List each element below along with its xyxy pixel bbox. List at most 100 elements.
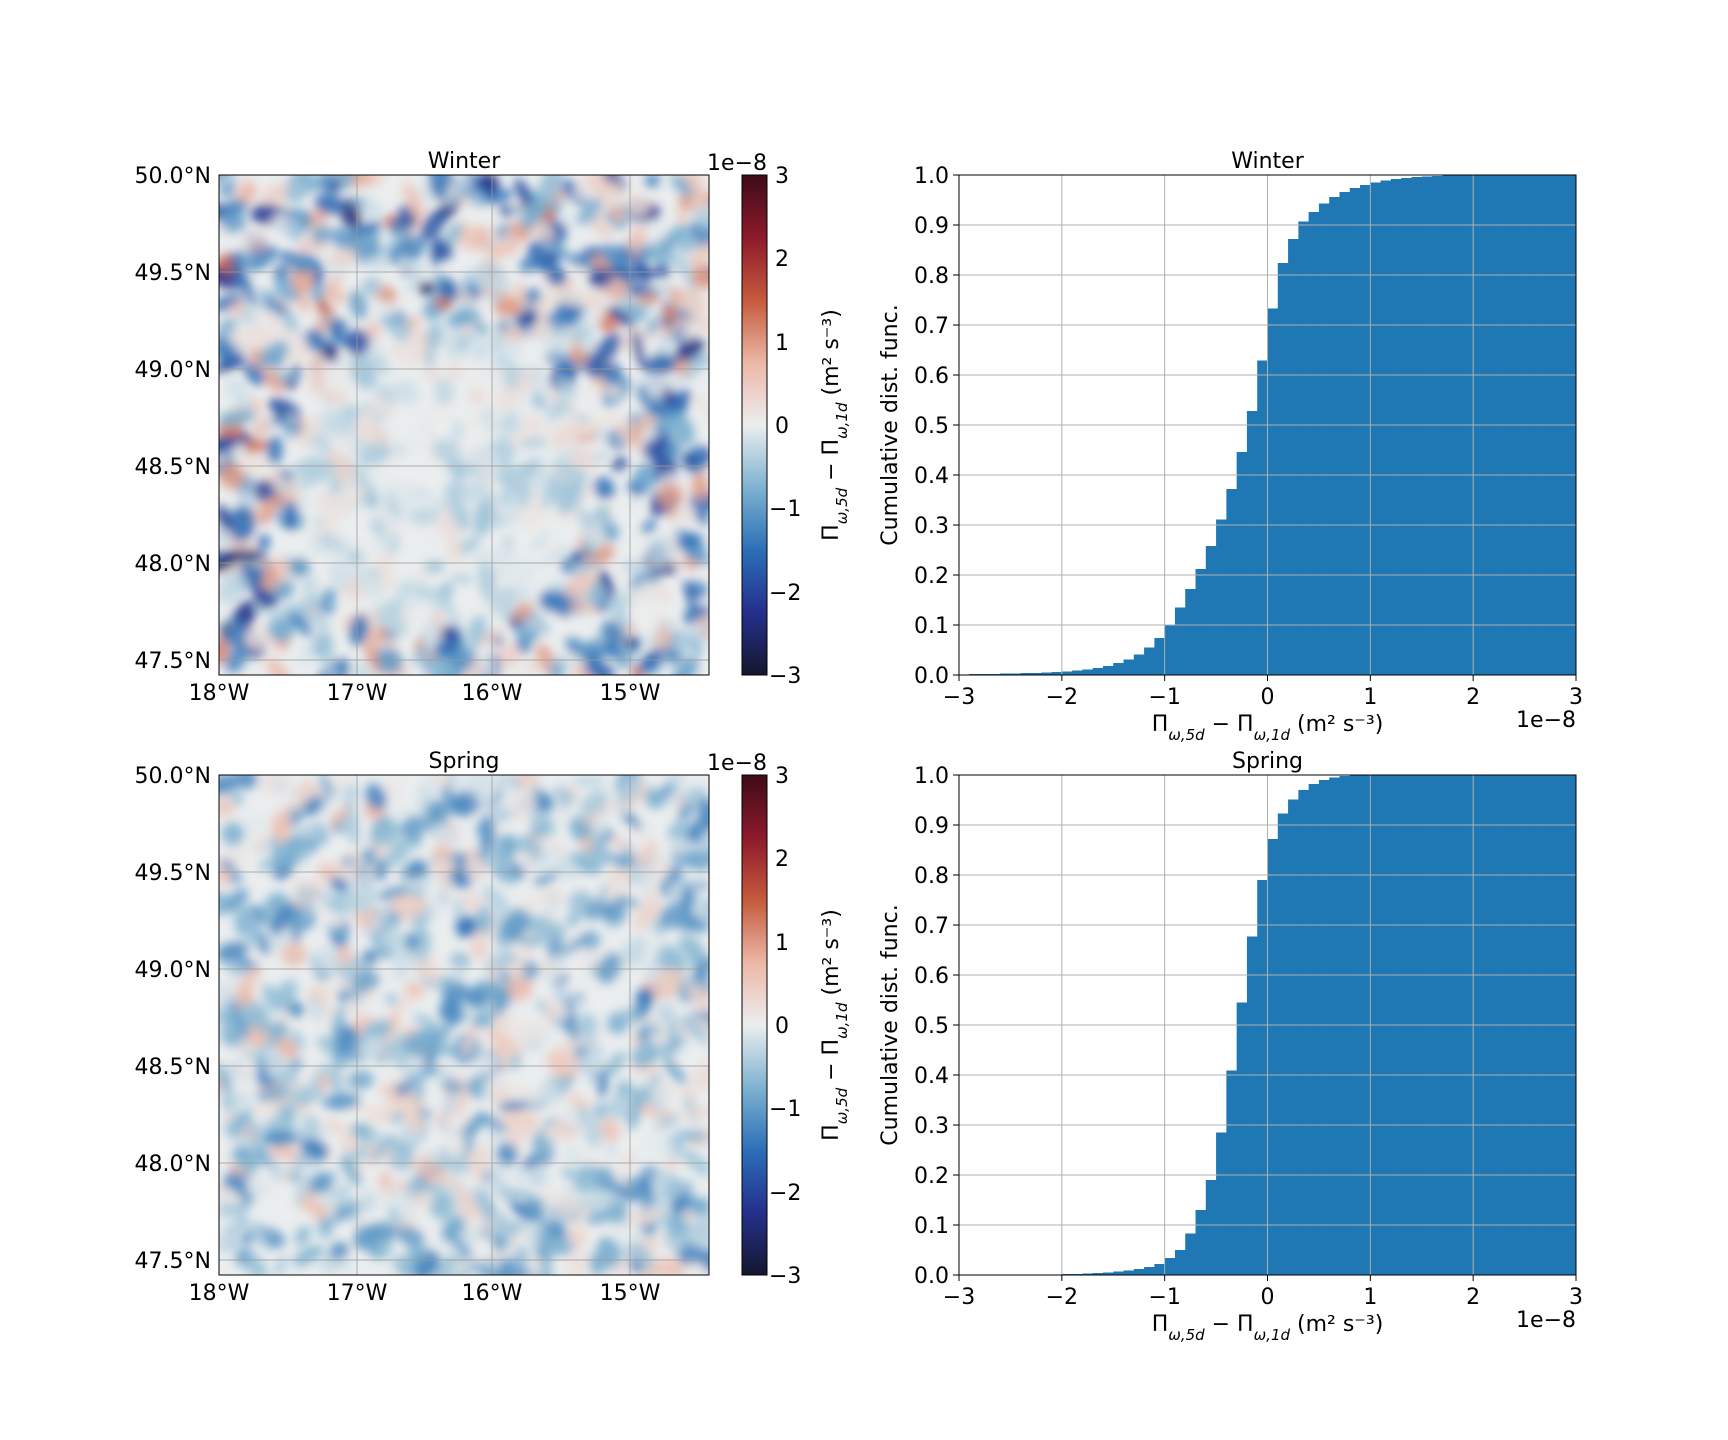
field-cell [255, 1096, 273, 1120]
field-cell [486, 242, 520, 258]
field-cell [640, 582, 672, 604]
field-cell [252, 417, 270, 439]
field-cell [379, 923, 400, 951]
field-cell [600, 899, 627, 924]
field-cell [572, 996, 587, 1011]
field-cell [662, 1057, 687, 1085]
field-cell [606, 595, 630, 630]
field-cell [286, 317, 299, 332]
field-cell [691, 1064, 709, 1090]
field-cell [546, 1049, 578, 1079]
field-cell [515, 372, 536, 393]
field-cell [345, 784, 360, 800]
histogram-bar [1318, 203, 1330, 675]
colorbar-tick: −3 [769, 1264, 801, 1289]
field-cell [397, 1179, 409, 1193]
field-cell [489, 510, 507, 529]
histogram-bar [1267, 839, 1279, 1275]
field-cell [642, 354, 677, 376]
field-cell [328, 180, 342, 193]
field-cell [560, 557, 575, 575]
field-cell [432, 439, 462, 463]
field-cell [547, 268, 567, 286]
field-cell [491, 382, 504, 398]
field-cell [607, 1093, 634, 1120]
field-cell [610, 835, 628, 851]
colorbar-ramp [741, 174, 768, 676]
field-cell [434, 377, 455, 406]
field-cell [490, 1209, 514, 1241]
field-cell [227, 1165, 249, 1176]
field-cell [554, 287, 585, 307]
colorbar-tick: −1 [769, 497, 801, 522]
field-cell [670, 836, 687, 856]
field-cell [357, 865, 369, 876]
colorbar-label: Πω,5d − Πω,1d (m² s⁻³) [819, 909, 851, 1141]
field-cell [377, 649, 403, 675]
field-cell [221, 822, 245, 846]
field-cell [385, 993, 398, 1006]
field-cell [599, 573, 612, 586]
field-cell [350, 1123, 373, 1139]
field-cell [347, 1070, 375, 1090]
field-cell [351, 661, 373, 675]
field-cell [671, 629, 701, 651]
map-title: Spring [429, 749, 500, 774]
lat-tick: 48.5°N [135, 1055, 211, 1080]
field-cell [566, 573, 593, 601]
field-cell [636, 1026, 652, 1043]
field-cell [398, 254, 424, 284]
y-tick-label: 0.2 [914, 564, 949, 589]
field-cell [607, 383, 621, 399]
field-cell [440, 1078, 464, 1093]
field-cell [309, 284, 329, 302]
field-cell [682, 1262, 707, 1275]
field-cell [280, 1165, 294, 1182]
field-cell [391, 946, 411, 980]
field-cell [393, 617, 408, 636]
y-tick-label: 0.0 [914, 664, 949, 689]
field-cell [513, 1188, 550, 1208]
field-cell [297, 457, 335, 484]
field-cell [587, 582, 607, 606]
x-axis-label: Πω,5d − Πω,1d (m² s⁻³) [1152, 1312, 1384, 1344]
field-cell [490, 1082, 511, 1107]
field-cell [377, 503, 404, 537]
field-cell [586, 384, 598, 407]
cdf-panel-spring: 0.0 0.1 0.2 0.3 0.4 0.5 0.6 0.7 0.8 0.9 1.0 −3 −2 −1 0… [878, 749, 1583, 1344]
lat-tick: 48.0°N [135, 552, 211, 577]
field-cell [576, 197, 602, 225]
field-cell [490, 950, 512, 971]
field-cell [271, 414, 286, 425]
field-cell [571, 413, 607, 438]
field-cell [306, 361, 330, 399]
y-axis-label: Cumulative dist. func. [878, 304, 903, 545]
histogram-bar [1370, 182, 1382, 675]
field-cell [285, 179, 307, 205]
field-cell [543, 889, 562, 918]
field-cell [416, 1066, 443, 1078]
field-cell [326, 664, 338, 675]
field-cell [592, 1102, 609, 1120]
field-cell [520, 1200, 543, 1223]
field-cell [632, 606, 652, 629]
field-cell [392, 991, 414, 1018]
field-cell [369, 821, 400, 846]
field-cell [573, 1046, 588, 1057]
field-cell [582, 290, 603, 312]
field-cell [698, 1050, 709, 1067]
field-cell [589, 1252, 605, 1275]
field-cell [605, 1199, 628, 1224]
field-cell [271, 852, 299, 871]
field-cell [286, 217, 303, 242]
lat-tick: 50.0°N [135, 764, 211, 789]
field-cell [603, 362, 623, 385]
field-cell [674, 336, 705, 362]
colorbar-tick: 3 [775, 164, 789, 189]
field-cell [504, 560, 539, 584]
field-cell [452, 464, 482, 475]
field-cell [230, 255, 243, 292]
field-cell [666, 1213, 688, 1237]
field-cell [251, 325, 286, 348]
histogram-bar [1236, 452, 1248, 675]
